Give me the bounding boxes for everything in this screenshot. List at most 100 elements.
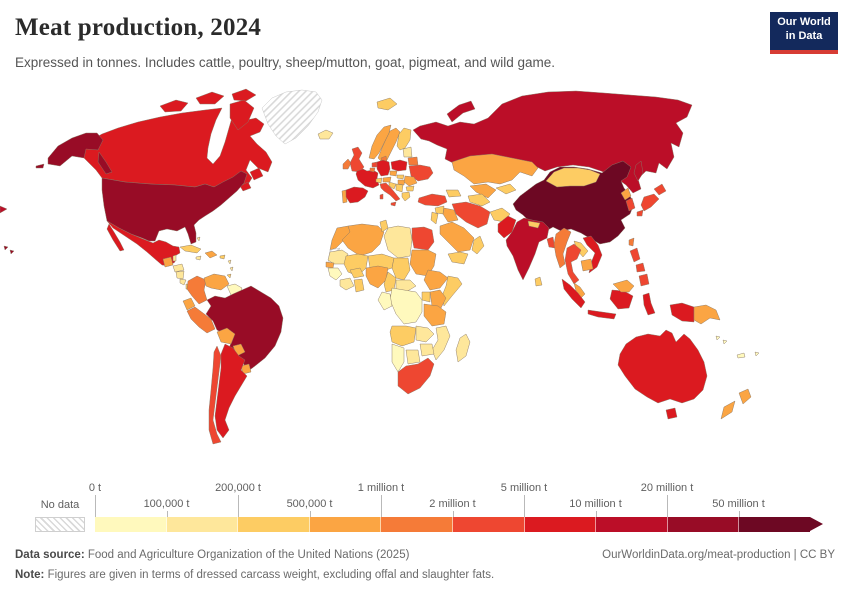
country-svalbard[interactable]: [376, 97, 398, 111]
country-switzerland[interactable]: [375, 177, 383, 184]
country-sicily[interactable]: [390, 201, 397, 207]
legend-segment[interactable]: [452, 517, 525, 532]
country-hungary[interactable]: [397, 179, 406, 186]
country-canada-novascotia[interactable]: [239, 181, 252, 192]
country-argentina[interactable]: [214, 343, 248, 439]
country-new-zealand-south[interactable]: [720, 400, 736, 420]
country-japan-kyushu[interactable]: [636, 209, 644, 217]
world-choropleth-map[interactable]: [0, 85, 850, 480]
country-philippines-mindanao[interactable]: [638, 273, 650, 287]
country-nepal[interactable]: [527, 220, 541, 229]
country-kyrgyz-tajik[interactable]: [495, 183, 517, 195]
country-austria[interactable]: [382, 176, 392, 183]
country-japan-hokkaido[interactable]: [653, 183, 667, 196]
country-turkey[interactable]: [417, 193, 448, 207]
country-mexico[interactable]: [106, 220, 181, 267]
legend-segment[interactable]: [524, 517, 597, 532]
country-oman[interactable]: [471, 235, 485, 255]
country-belize[interactable]: [172, 254, 177, 262]
country-mongolia[interactable]: [545, 167, 601, 188]
owid-logo[interactable]: Our World in Data: [770, 12, 838, 54]
country-canada-island-1[interactable]: [159, 99, 189, 113]
country-thailand[interactable]: [564, 243, 582, 285]
legend-segment[interactable]: [309, 517, 382, 532]
country-solomon-islands[interactable]: [715, 335, 728, 345]
country-serbia[interactable]: [395, 183, 404, 193]
country-honduras[interactable]: [172, 263, 185, 273]
country-ecuador[interactable]: [182, 297, 196, 311]
country-canada-baffin[interactable]: [229, 99, 255, 131]
country-chile[interactable]: [208, 345, 222, 445]
legend-segment[interactable]: [238, 517, 310, 532]
country-france[interactable]: [355, 168, 380, 189]
country-namibia[interactable]: [391, 343, 405, 373]
country-lesser-antilles[interactable]: [227, 259, 234, 272]
country-ghana[interactable]: [353, 278, 365, 293]
country-italy[interactable]: [379, 182, 401, 202]
country-croatia[interactable]: [388, 181, 397, 190]
country-indonesia-sumatra[interactable]: [561, 278, 586, 309]
country-caucasus[interactable]: [445, 189, 462, 198]
country-congo-gabon[interactable]: [377, 291, 393, 311]
country-indonesia-sulawesi[interactable]: [642, 292, 656, 316]
legend-segment[interactable]: [596, 517, 668, 532]
country-norway[interactable]: [368, 124, 392, 160]
legend-segment[interactable]: [95, 517, 167, 532]
country-saudi-arabia[interactable]: [439, 221, 475, 253]
country-slovakia[interactable]: [396, 174, 405, 180]
country-yemen[interactable]: [447, 251, 469, 265]
country-taiwan[interactable]: [628, 237, 635, 247]
country-canada-island-2[interactable]: [195, 91, 225, 105]
country-ivory-coast[interactable]: [339, 277, 355, 291]
country-finland[interactable]: [396, 127, 412, 151]
country-libya[interactable]: [383, 225, 413, 259]
country-costa-rica[interactable]: [179, 278, 187, 286]
country-new-zealand-north[interactable]: [738, 388, 752, 405]
country-bolivia[interactable]: [216, 327, 236, 345]
country-bahamas[interactable]: [196, 236, 201, 242]
country-india[interactable]: [505, 217, 550, 281]
country-cuba[interactable]: [179, 244, 202, 254]
country-bangladesh[interactable]: [546, 236, 556, 249]
country-baltics[interactable]: [402, 146, 413, 158]
country-madagascar[interactable]: [455, 333, 471, 363]
country-syria[interactable]: [434, 205, 445, 215]
country-malaysia[interactable]: [573, 282, 586, 299]
legend-no-data-swatch[interactable]: [35, 517, 85, 532]
country-canada-newfoundland[interactable]: [249, 167, 264, 181]
country-nicaragua[interactable]: [175, 270, 185, 280]
country-sardinia[interactable]: [379, 193, 384, 200]
country-russia-wrap[interactable]: [0, 205, 8, 214]
country-central-african-republic[interactable]: [395, 279, 417, 293]
country-greenland[interactable]: [261, 89, 323, 145]
owid-link[interactable]: OurWorldinData.org/meat-production | CC …: [602, 549, 835, 561]
country-turkmenistan[interactable]: [467, 193, 491, 207]
country-mexico-baja[interactable]: [106, 223, 125, 252]
country-belarus[interactable]: [407, 156, 419, 166]
country-czechia[interactable]: [389, 170, 398, 177]
country-jamaica[interactable]: [195, 255, 202, 261]
country-netherlands[interactable]: [371, 161, 378, 168]
legend-segment[interactable]: [381, 517, 453, 532]
country-angola[interactable]: [389, 325, 417, 347]
country-cambodia[interactable]: [580, 258, 594, 272]
country-novaya-zemlya[interactable]: [446, 100, 476, 123]
legend-segment[interactable]: [667, 517, 740, 532]
country-iceland[interactable]: [317, 129, 334, 140]
country-dr-congo[interactable]: [389, 287, 423, 325]
country-vietnam[interactable]: [582, 235, 603, 274]
country-somalia[interactable]: [441, 275, 463, 307]
country-north-korea[interactable]: [620, 187, 632, 201]
country-indonesia-java[interactable]: [587, 309, 617, 320]
country-australia[interactable]: [617, 329, 708, 404]
country-peru[interactable]: [186, 306, 216, 334]
country-myanmar[interactable]: [553, 227, 572, 269]
country-chad[interactable]: [391, 257, 411, 281]
legend-bar[interactable]: [95, 517, 810, 532]
country-israel-jordan[interactable]: [430, 211, 439, 225]
country-indonesia-borneo[interactable]: [609, 289, 634, 310]
country-hispaniola[interactable]: [204, 250, 218, 259]
country-hawaii[interactable]: [3, 245, 15, 255]
country-tasmania[interactable]: [665, 407, 678, 420]
country-zimbabwe[interactable]: [419, 343, 435, 357]
